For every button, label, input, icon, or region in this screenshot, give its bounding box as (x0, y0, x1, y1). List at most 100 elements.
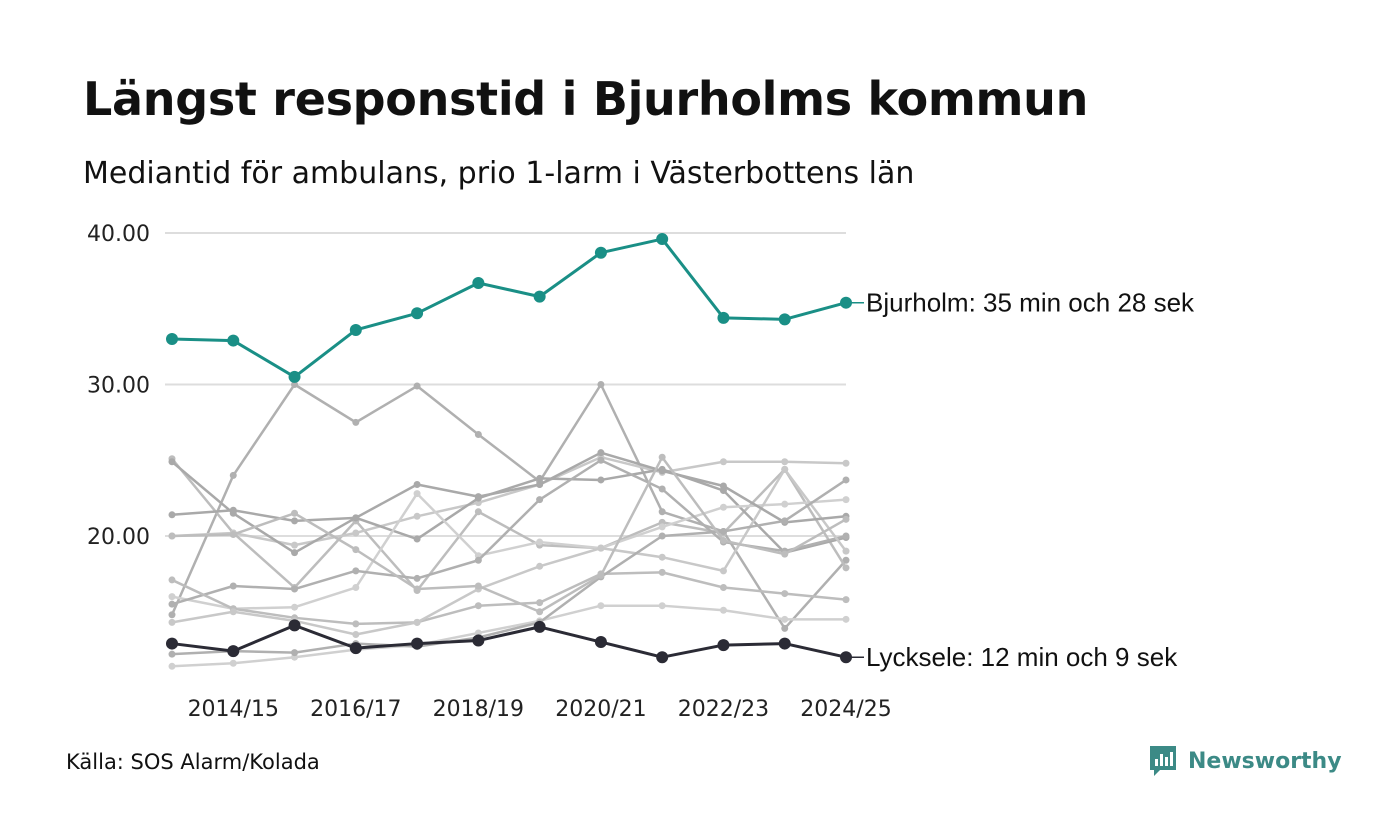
brand-logo: Newsworthy (1148, 744, 1342, 778)
other-series-point (474, 493, 482, 501)
other-series-point (781, 458, 789, 466)
other-series-point (597, 449, 605, 457)
other-series-point (658, 532, 666, 540)
other-series-point (352, 418, 360, 426)
series-lycksele-label: Lycksele: 12 min och 9 sek (866, 642, 1178, 672)
other-series-point (842, 556, 850, 564)
other-series-line (171, 459, 847, 606)
other-series-point (597, 456, 605, 464)
other-series-point (291, 517, 299, 525)
series-bjurholm-point (166, 333, 178, 346)
other-series-line (171, 468, 848, 636)
other-series-point (719, 606, 727, 614)
other-series-line (171, 492, 847, 610)
other-series-point (413, 618, 421, 626)
other-series-point (168, 532, 176, 540)
other-series-point (781, 465, 789, 473)
other-series-point (536, 608, 544, 616)
other-series-point (229, 608, 237, 616)
brand-name: Newsworthy (1188, 748, 1342, 774)
other-series-point (352, 514, 360, 522)
other-series-point (413, 585, 421, 593)
other-series-point (536, 474, 544, 482)
other-series-line (171, 451, 847, 554)
other-series-point (291, 649, 299, 657)
other-series-point (597, 476, 605, 484)
other-series-point (719, 458, 727, 466)
other-series-point (168, 600, 176, 608)
x-tick-label: 2024/25 (800, 697, 891, 722)
series-bjurholm-point (717, 311, 730, 324)
series-lycksele-point (717, 639, 730, 652)
series-lycksele-point (411, 637, 424, 650)
other-series-line (171, 604, 846, 668)
other-series-point (781, 517, 789, 525)
other-series-point (291, 549, 299, 557)
other-series-point (291, 509, 299, 517)
other-series-point (474, 430, 482, 438)
other-series-line (171, 455, 847, 547)
other-series-point (413, 574, 421, 582)
other-series-point (536, 496, 544, 504)
other-series-point (658, 553, 666, 561)
series-bjurholm-point (778, 313, 791, 326)
other-series-point (842, 596, 850, 604)
series-bjurholm-point (656, 233, 669, 246)
other-series-point (842, 532, 850, 540)
other-series-point (536, 599, 544, 607)
chart-subtitle: Mediantid för ambulans, prio 1-larm i Vä… (83, 156, 915, 191)
other-series-line (171, 478, 847, 656)
other-series-point (842, 615, 850, 623)
other-series-point (352, 546, 360, 554)
source-note: Källa: SOS Alarm/Kolada (66, 750, 320, 774)
series-lycksele-point (594, 636, 607, 649)
series-lycksele-point (288, 619, 301, 632)
series-bjurholm-point (472, 276, 485, 289)
series-lycksele-point (472, 634, 485, 647)
other-series-point (719, 503, 727, 511)
other-series-line (171, 455, 847, 613)
other-series-point (719, 567, 727, 575)
series-bjurholm-point (349, 323, 362, 336)
other-series-point (658, 467, 666, 475)
other-series-point (658, 453, 666, 461)
other-series-point (842, 459, 850, 467)
other-series-point (291, 541, 299, 549)
other-series-point (474, 582, 482, 590)
x-tick-label: 2016/17 (310, 697, 401, 722)
other-series-point (229, 509, 237, 517)
other-series-point (842, 496, 850, 504)
other-series-point (597, 381, 605, 388)
other-series-point (168, 511, 176, 519)
other-series-line (170, 383, 847, 630)
other-series-point (781, 624, 789, 632)
other-series-point (536, 538, 544, 546)
y-tick-label: 40.00 (87, 222, 150, 247)
other-series-point (658, 602, 666, 610)
other-series-point (781, 500, 789, 508)
other-series-point (413, 480, 421, 488)
other-series-point (291, 585, 299, 593)
chart-title: Längst responstid i Bjurholms kommun (83, 72, 1089, 126)
other-series-point (536, 562, 544, 570)
series-lycksele-point (778, 637, 791, 650)
other-series-line (171, 571, 847, 626)
series-lycksele-point (166, 637, 178, 650)
other-series-point (291, 603, 299, 611)
other-series-point (536, 480, 544, 488)
other-series-point (842, 547, 850, 555)
other-series-point (168, 458, 176, 466)
other-series-point (781, 590, 789, 598)
other-series-line (171, 468, 847, 554)
other-series-point (413, 512, 421, 520)
series-bjurholm-line (171, 237, 847, 379)
other-series-point (719, 482, 727, 490)
other-series-point (229, 471, 237, 479)
other-series-point (842, 476, 850, 484)
other-series-point (352, 567, 360, 575)
y-tick-label: 20.00 (87, 525, 150, 550)
series-bjurholm-point (533, 290, 546, 303)
other-series-point (597, 544, 605, 552)
other-series-point (597, 571, 605, 579)
